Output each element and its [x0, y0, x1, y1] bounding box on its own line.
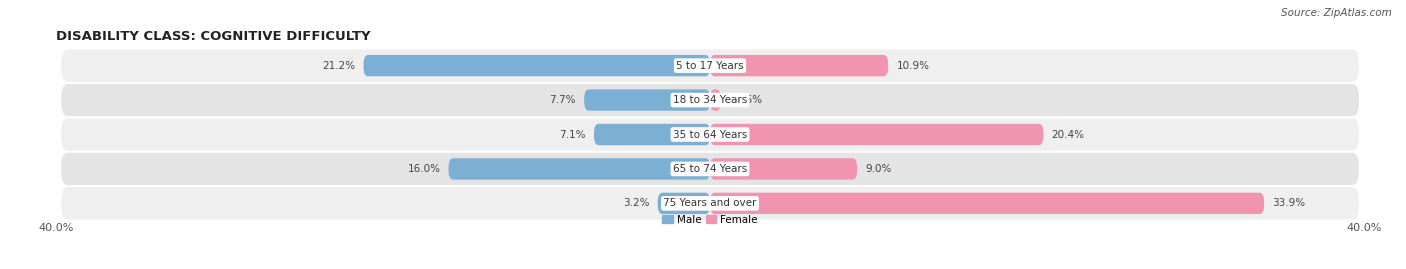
Text: 35 to 64 Years: 35 to 64 Years	[673, 129, 747, 140]
FancyBboxPatch shape	[364, 55, 710, 76]
Text: 20.4%: 20.4%	[1052, 129, 1084, 140]
FancyBboxPatch shape	[60, 84, 1360, 116]
FancyBboxPatch shape	[710, 89, 721, 111]
FancyBboxPatch shape	[658, 193, 710, 214]
FancyBboxPatch shape	[60, 153, 1360, 185]
Text: 7.1%: 7.1%	[560, 129, 586, 140]
Text: 9.0%: 9.0%	[865, 164, 891, 174]
FancyBboxPatch shape	[60, 118, 1360, 151]
Text: 18 to 34 Years: 18 to 34 Years	[673, 95, 747, 105]
Text: Source: ZipAtlas.com: Source: ZipAtlas.com	[1281, 8, 1392, 18]
Text: 65 to 74 Years: 65 to 74 Years	[673, 164, 747, 174]
Text: 5 to 17 Years: 5 to 17 Years	[676, 61, 744, 71]
FancyBboxPatch shape	[60, 49, 1360, 82]
FancyBboxPatch shape	[710, 193, 1264, 214]
Text: 3.2%: 3.2%	[623, 198, 650, 208]
FancyBboxPatch shape	[583, 89, 710, 111]
Text: 0.66%: 0.66%	[728, 95, 762, 105]
Text: 75 Years and over: 75 Years and over	[664, 198, 756, 208]
FancyBboxPatch shape	[710, 55, 889, 76]
FancyBboxPatch shape	[710, 124, 1043, 145]
FancyBboxPatch shape	[60, 187, 1360, 220]
Legend: Male, Female: Male, Female	[658, 211, 762, 229]
FancyBboxPatch shape	[710, 158, 858, 180]
Text: 16.0%: 16.0%	[408, 164, 440, 174]
Text: DISABILITY CLASS: COGNITIVE DIFFICULTY: DISABILITY CLASS: COGNITIVE DIFFICULTY	[56, 30, 371, 43]
Text: 33.9%: 33.9%	[1272, 198, 1305, 208]
Text: 21.2%: 21.2%	[322, 61, 356, 71]
FancyBboxPatch shape	[593, 124, 710, 145]
Text: 10.9%: 10.9%	[897, 61, 929, 71]
Text: 7.7%: 7.7%	[550, 95, 576, 105]
FancyBboxPatch shape	[449, 158, 710, 180]
